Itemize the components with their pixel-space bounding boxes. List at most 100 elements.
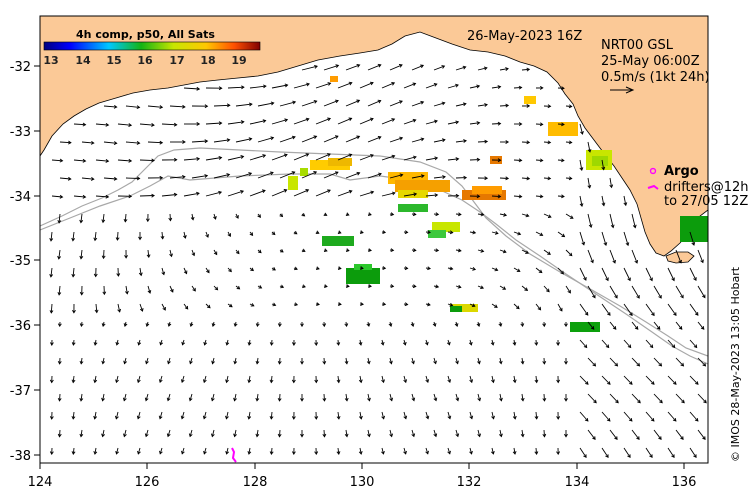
current-arrowhead <box>196 86 201 91</box>
current-arrowhead <box>336 379 341 384</box>
current-arrowhead <box>614 294 618 299</box>
current-arrowhead <box>390 248 395 253</box>
current-arrow <box>697 249 704 263</box>
current-arrow <box>359 82 374 89</box>
current-arrow <box>80 249 83 259</box>
current-arrowhead <box>694 312 699 316</box>
current-arrow <box>675 321 683 330</box>
current-arrowhead <box>534 416 539 420</box>
current-arrow <box>315 82 331 89</box>
current-arrow <box>323 171 339 179</box>
current-arrowhead <box>480 212 485 217</box>
current-arrowhead <box>191 252 196 257</box>
current-arrow <box>455 393 459 401</box>
current-arrowhead <box>236 285 241 290</box>
current-arrowhead <box>128 123 133 128</box>
current-arrowhead <box>225 450 230 455</box>
current-arrow <box>139 123 155 126</box>
current-arrowhead <box>584 381 589 385</box>
current-arrowhead <box>441 101 446 106</box>
current-arrowhead <box>257 214 261 219</box>
current-arrow <box>565 285 571 294</box>
current-arrowhead <box>614 362 619 367</box>
current-arrowhead <box>606 381 611 385</box>
current-arrow <box>601 195 605 206</box>
current-arrow <box>211 393 215 401</box>
current-arrowhead <box>292 342 296 346</box>
current-arrowhead <box>204 104 209 109</box>
current-arrowhead <box>139 308 144 312</box>
current-arrow <box>123 393 127 401</box>
current-arrow <box>145 429 149 437</box>
current-arrow <box>80 213 83 223</box>
island <box>665 251 695 264</box>
current-arrowhead <box>427 266 431 271</box>
drifters-period: to 27/05 12Z <box>664 194 748 209</box>
current-arrow <box>411 393 415 401</box>
current-arrow <box>102 393 105 401</box>
current-arrowhead <box>435 248 440 253</box>
land-mass <box>40 16 708 257</box>
current-arrowhead <box>160 235 165 240</box>
current-arrow <box>609 177 613 188</box>
current-arrow <box>205 157 222 161</box>
current-arrowhead <box>348 189 353 194</box>
current-arrowhead <box>702 436 706 440</box>
current-arrowhead <box>138 272 143 277</box>
current-arrow <box>535 267 543 273</box>
current-arrowhead <box>389 397 394 402</box>
current-arrow <box>623 447 631 458</box>
current-arrowhead <box>71 237 76 242</box>
current-arrow <box>337 153 352 161</box>
current-arrow <box>159 375 163 383</box>
current-arrow <box>301 135 317 143</box>
current-arrowhead <box>348 81 353 86</box>
current-arrow <box>181 411 185 419</box>
current-arrow <box>117 123 132 126</box>
current-arrowhead <box>248 102 253 107</box>
current-arrowhead <box>93 237 98 242</box>
current-arrow <box>191 285 196 292</box>
current-arrowhead <box>235 250 240 255</box>
current-arrow <box>271 189 287 197</box>
current-arrow <box>102 357 105 364</box>
current-arrowhead <box>433 433 438 438</box>
current-arrow <box>345 393 348 401</box>
current-arrow <box>159 447 163 454</box>
current-arrow <box>411 175 424 179</box>
current-valid-time: 25-May 06:00Z <box>601 54 700 69</box>
current-arrow <box>167 393 171 401</box>
current-arrowhead <box>101 433 106 438</box>
current-arrowhead <box>159 450 163 455</box>
current-arrow <box>447 158 459 161</box>
current-arrow <box>249 120 266 125</box>
current-arrowhead <box>71 342 76 346</box>
current-arrow <box>203 411 207 419</box>
current-arrow <box>513 447 516 455</box>
current-arrow <box>601 303 611 316</box>
x-tick-label: 136 <box>672 475 697 490</box>
current-arrow <box>367 64 381 71</box>
current-arrow <box>513 159 522 161</box>
current-arrow <box>271 119 288 125</box>
current-arrowhead <box>601 202 606 207</box>
current-arrowhead <box>144 397 149 402</box>
current-arrow <box>389 64 403 71</box>
current-arrowhead <box>50 342 54 347</box>
current-arrowhead <box>210 433 215 438</box>
current-arrow <box>521 68 530 71</box>
current-arrow <box>359 118 374 125</box>
current-arrowhead <box>122 397 127 402</box>
current-arrow <box>95 123 109 126</box>
current-arrowhead <box>634 260 639 264</box>
current-arrow <box>557 123 565 125</box>
current-arrowhead <box>255 433 260 438</box>
current-arrowhead <box>263 84 267 89</box>
current-arrow <box>557 159 564 162</box>
current-arrowhead <box>305 153 310 157</box>
current-arrowhead <box>182 174 186 179</box>
current-arrow <box>469 447 473 455</box>
current-arrow <box>359 447 362 455</box>
current-arrow <box>667 303 677 316</box>
current-arrow <box>270 447 273 455</box>
